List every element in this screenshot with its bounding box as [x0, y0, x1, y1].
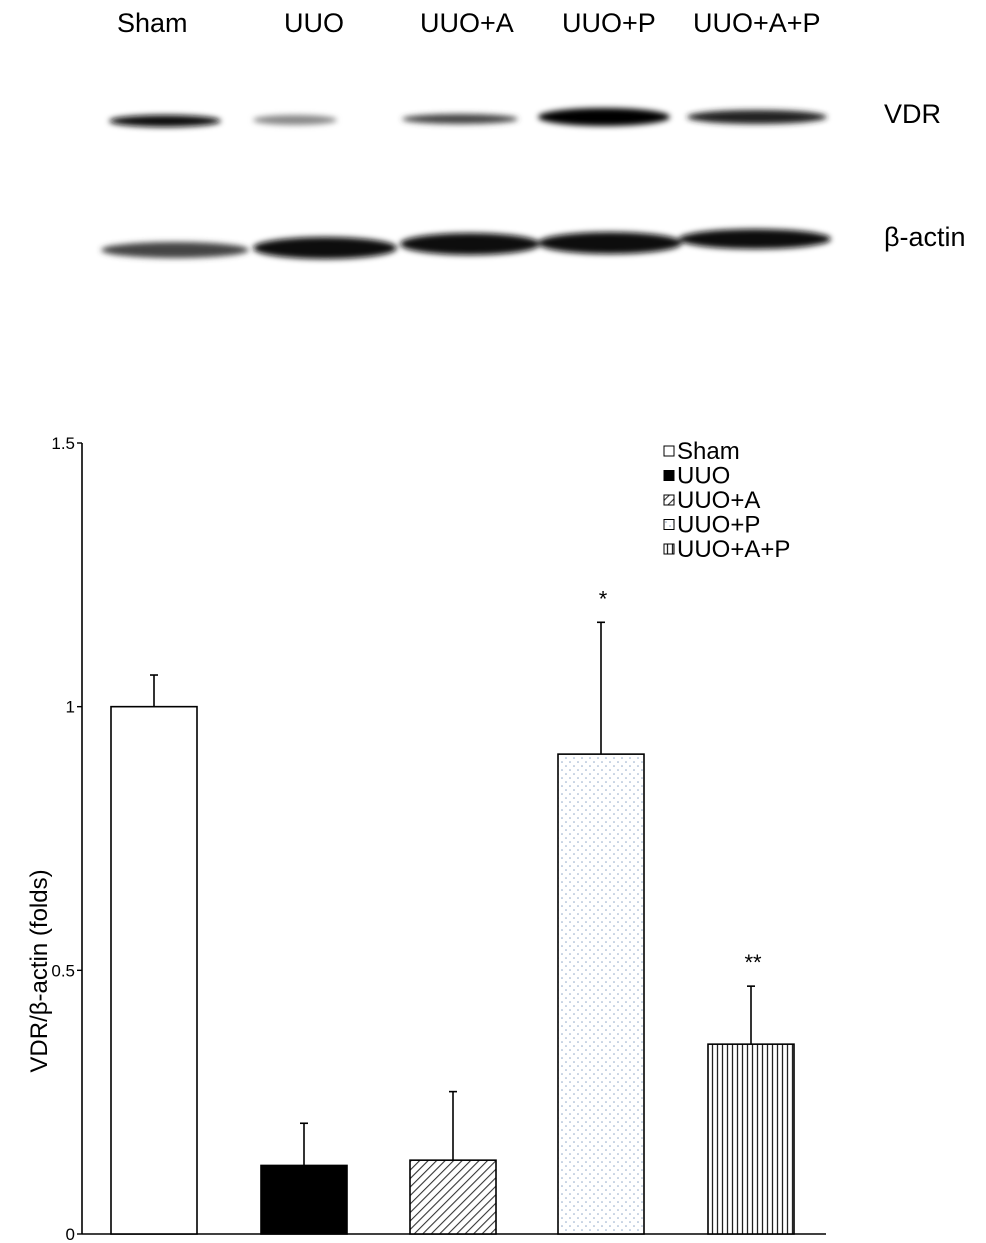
bar-chart: VDR/β-actin (folds) 00.511.5 *** ShamUUO… [26, 434, 826, 1243]
y-tick-label: 0 [66, 1225, 75, 1243]
y-axis-label: VDR/β-actin (folds) [26, 869, 53, 1072]
vdr-bands [109, 108, 827, 127]
bar [707, 1043, 795, 1235]
actin-band [253, 237, 397, 259]
lane-label-uuo: UUO [284, 8, 344, 38]
y-tick-label: 0.5 [51, 961, 75, 980]
bar [260, 1164, 348, 1235]
actin-band [101, 242, 249, 258]
legend-swatch [663, 494, 675, 506]
legend-label: UUO [677, 463, 730, 490]
y-tick-label: 1.5 [51, 434, 75, 453]
bar [557, 753, 645, 1235]
legend-swatch [663, 519, 675, 530]
bar [110, 705, 198, 1235]
lane-label-sham: Sham [117, 8, 188, 38]
beta-actin-bands [101, 229, 831, 259]
y-tick-label: 1 [66, 698, 75, 717]
legend-swatch [663, 543, 675, 555]
actin-band [679, 229, 831, 249]
legend-swatch [663, 470, 675, 481]
legend-label: UUO+P [677, 512, 760, 539]
significance-marker: * [599, 586, 608, 611]
bars: *** [110, 586, 795, 1235]
legend-label: Sham [677, 438, 740, 465]
blot-image [101, 108, 831, 259]
legend-label: UUO+A+P [677, 536, 790, 563]
lane-label-uuo-a: UUO+A [420, 8, 514, 38]
band-label-vdr: VDR [884, 99, 942, 129]
actin-band [538, 232, 682, 254]
vdr-band [402, 114, 518, 124]
legend-label: UUO+A [677, 487, 760, 514]
lane-label-uuo-p: UUO+P [562, 8, 656, 38]
lane-label-uuo-a-p: UUO+A+P [693, 8, 821, 38]
significance-marker: ** [744, 950, 762, 975]
bar [409, 1159, 497, 1235]
western-blot-panel: Sham UUO UUO+A UUO+P UUO+A+P VDR β-actin [0, 0, 986, 300]
legend-swatch [663, 445, 675, 457]
vdr-band [687, 110, 827, 124]
axes: 0 0.5 1 1.5 [51, 434, 826, 1243]
vdr-band [109, 115, 221, 127]
band-label-beta-actin: β-actin [884, 222, 966, 252]
vdr-band [253, 115, 337, 125]
vdr-band [538, 108, 670, 126]
actin-band [400, 233, 540, 255]
